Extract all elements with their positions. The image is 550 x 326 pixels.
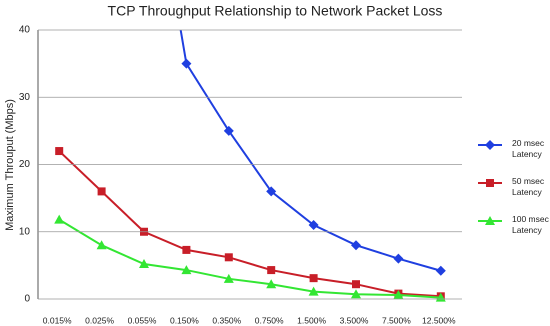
marker [486, 179, 494, 187]
x-tick-label: 0.025% [85, 315, 114, 325]
marker [308, 286, 319, 296]
marker [223, 125, 234, 136]
marker [485, 140, 495, 150]
marker [308, 220, 319, 231]
marker [96, 240, 107, 250]
marker [223, 273, 234, 283]
legend-label: 20 msec Latency [512, 138, 545, 159]
x-tick-label: 0.750% [255, 315, 284, 325]
y-tick-label: 10 [19, 226, 31, 237]
marker [181, 58, 192, 69]
marker [435, 265, 446, 276]
series-line [58, 218, 441, 299]
marker [139, 259, 149, 269]
marker [267, 266, 276, 275]
x-tick-label: 0.015% [43, 315, 72, 325]
marker [55, 147, 64, 156]
chart-title: TCP Throughput Relationship to Network P… [108, 3, 443, 19]
marker [266, 279, 277, 289]
y-tick-label: 30 [19, 92, 31, 103]
marker [181, 265, 192, 275]
marker [352, 280, 360, 289]
y-tick-label: 40 [19, 25, 31, 36]
marker [224, 253, 233, 262]
x-tick-label: 12.500% [422, 315, 456, 325]
series-line [179, 30, 442, 272]
y-tick-label: 20 [19, 159, 31, 170]
y-axis-label: Maximum Throuput (Mbps) [4, 99, 16, 231]
y-tick-label: 0 [24, 294, 30, 305]
marker [182, 245, 191, 254]
x-tick-label: 1.500% [297, 315, 326, 325]
x-tick-label: 0.055% [128, 315, 157, 325]
legend-label: 50 msec Latency [512, 176, 545, 197]
marker [97, 187, 106, 196]
marker [351, 289, 361, 299]
marker [393, 253, 404, 264]
x-tick-label: 0.350% [212, 315, 241, 325]
x-tick-label: 3.500% [340, 315, 369, 325]
legend-label: 100 msec Latency [512, 214, 549, 235]
x-tick-label: 7.500% [382, 315, 411, 325]
x-tick-label: 0.150% [170, 315, 199, 325]
marker [435, 292, 446, 302]
series-line [58, 150, 441, 298]
marker [393, 289, 404, 299]
marker [266, 186, 277, 197]
marker [54, 214, 65, 224]
marker [485, 216, 495, 225]
marker [309, 274, 318, 283]
marker [351, 240, 361, 251]
